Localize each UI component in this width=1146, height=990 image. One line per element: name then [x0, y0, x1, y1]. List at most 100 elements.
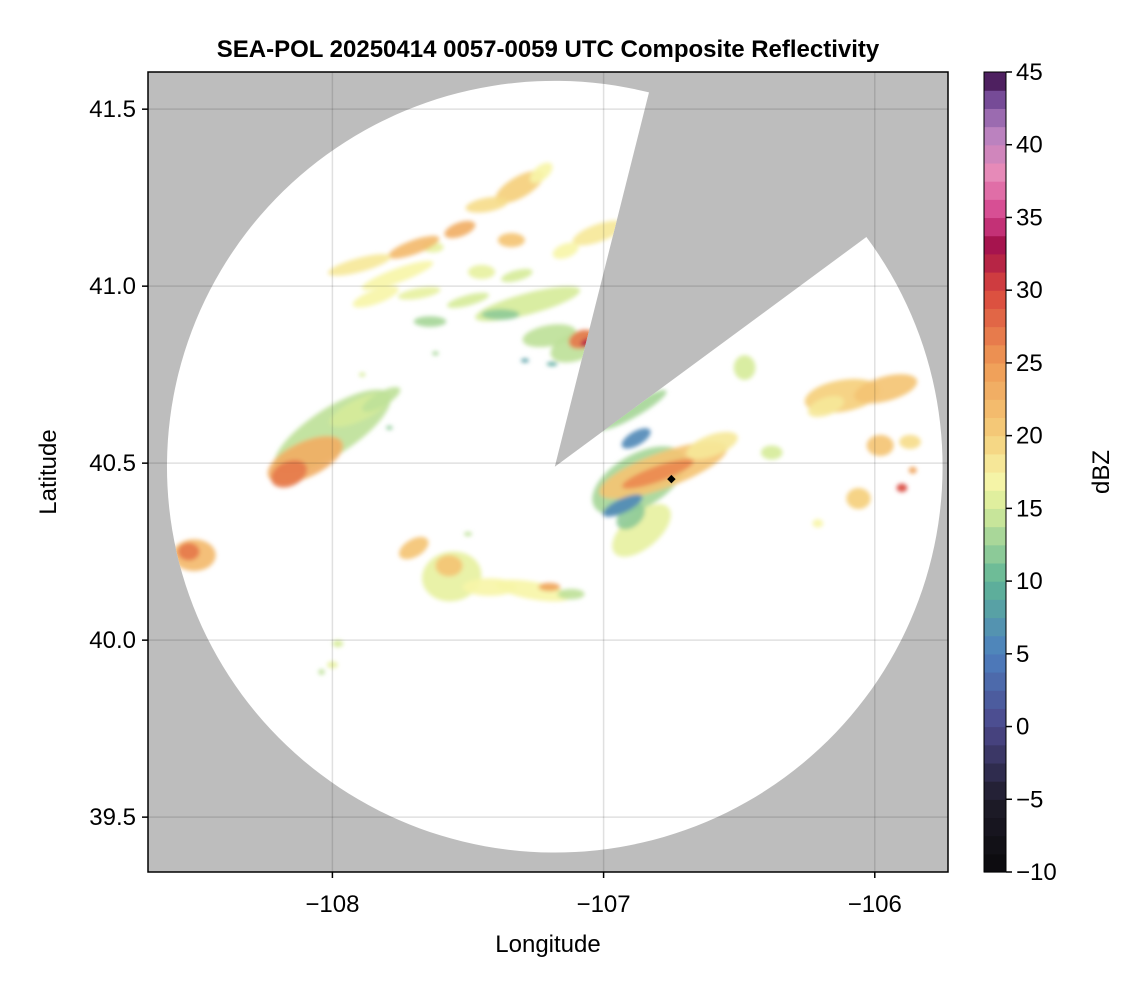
echo-cell [812, 519, 824, 528]
colorbar-segment [984, 744, 1006, 764]
colorbar-segment [984, 362, 1006, 382]
colorbar-segment [984, 126, 1006, 146]
colorbar-segment [984, 762, 1006, 782]
colorbar-segment [984, 435, 1006, 455]
colorbar-tick-label: 25 [1016, 350, 1043, 377]
echo-cell [328, 254, 392, 276]
y-tick-label: 40.5 [89, 450, 136, 477]
colorbar-segment [984, 90, 1006, 109]
colorbar-segment [984, 526, 1006, 546]
x-axis: −108 −107 −106 [305, 872, 902, 918]
y-axis: 39.5 40.0 40.5 41.0 41.5 [89, 96, 148, 831]
colorbar-tick-label: 0 [1016, 714, 1029, 741]
echo-cell [733, 355, 756, 380]
echo-cell [361, 260, 434, 291]
colorbar-segment [984, 308, 1006, 328]
colorbar-segment [984, 144, 1006, 164]
colorbar-segment [984, 726, 1006, 746]
colorbar-segment [984, 544, 1006, 564]
x-axis-label: Longitude [495, 931, 600, 958]
y-tick-label: 41.0 [89, 273, 136, 300]
colorbar-segment [984, 490, 1006, 509]
colorbar-segment [984, 853, 1006, 873]
echo-cell [546, 361, 558, 367]
colorbar-segment [984, 181, 1006, 200]
echo-cell [602, 494, 643, 517]
echo-cell [413, 316, 447, 327]
echo-cell [760, 445, 783, 460]
echo-cell [362, 386, 401, 412]
colorbar-segment [984, 453, 1006, 473]
echo-cell [520, 358, 530, 363]
echo-cell [435, 555, 463, 577]
colorbar-tick-label: 45 [1016, 59, 1043, 86]
echo-cell [386, 425, 393, 430]
colorbar-segment [984, 217, 1006, 237]
colorbar-segment [984, 472, 1006, 491]
colorbar-label: dBZ [1088, 450, 1115, 494]
colorbar-segment [984, 417, 1006, 437]
echo-cell [807, 395, 845, 418]
echo-cell [572, 220, 624, 246]
echo-cell [463, 531, 473, 537]
echo-cell [497, 233, 525, 248]
reflectivity-echoes [172, 162, 921, 675]
colorbar-tick-label: 10 [1016, 568, 1043, 595]
colorbar-segment [984, 326, 1006, 346]
colorbar-segment [984, 344, 1006, 364]
x-tick-label: −107 [577, 891, 631, 918]
echo-cell [468, 264, 496, 280]
y-tick-label: 40.0 [89, 627, 136, 654]
colorbar-segment [984, 690, 1006, 709]
y-tick-label: 41.5 [89, 96, 136, 123]
colorbar-segment [984, 108, 1006, 128]
y-axis-label: Latitude [35, 429, 62, 514]
echo-cell [352, 286, 399, 308]
echo-cell [552, 242, 579, 259]
plot-frame [147, 71, 949, 873]
echo-cell [686, 431, 738, 460]
colorbar-segment [984, 290, 1006, 309]
colorbar-segment [984, 253, 1006, 273]
echo-cell [854, 374, 918, 404]
colorbar-segment [984, 799, 1006, 819]
colorbar-segment [984, 72, 1006, 91]
echo-cell [846, 487, 871, 510]
colorbar-segment [984, 617, 1006, 637]
colorbar-segment [984, 562, 1006, 582]
echo-cell [398, 536, 429, 560]
echo-cell [318, 669, 325, 675]
colorbar-tick-label: 5 [1016, 641, 1029, 668]
colorbar-segment [984, 781, 1006, 800]
radar-site-marker [667, 474, 676, 484]
colorbar-segment [984, 199, 1006, 219]
colorbar-segment [984, 508, 1006, 528]
echo-cell [899, 434, 921, 449]
colorbar-tick-label: 15 [1016, 495, 1043, 522]
echo-cell [326, 661, 338, 669]
echo-cell [446, 292, 490, 308]
colorbar-segment [984, 835, 1006, 855]
colorbar-segment [984, 599, 1006, 619]
radar-coverage-area [166, 80, 943, 853]
echo-cell [332, 640, 344, 648]
colorbar-segment [984, 635, 1006, 655]
echo-cell [397, 286, 441, 300]
plot-area [148, 72, 948, 872]
y-tick-label: 39.5 [89, 804, 136, 831]
echo-cell [866, 434, 894, 457]
colorbar-segment [984, 653, 1006, 673]
echo-cell [557, 588, 585, 600]
colorbar-segment [984, 162, 1006, 182]
colorbar-segment [984, 272, 1006, 291]
echo-cell [621, 428, 651, 449]
colorbar-segment [984, 381, 1006, 400]
colorbar-ticks: −10 −5 0 5 10 15 20 25 30 35 40 45 [1006, 59, 1057, 886]
colorbar-segment [984, 581, 1006, 600]
echo-cell [444, 220, 476, 239]
echo-cell [432, 351, 439, 356]
colorbar-segment [984, 235, 1006, 255]
echo-cell [481, 309, 520, 320]
echo-cell [896, 483, 908, 493]
